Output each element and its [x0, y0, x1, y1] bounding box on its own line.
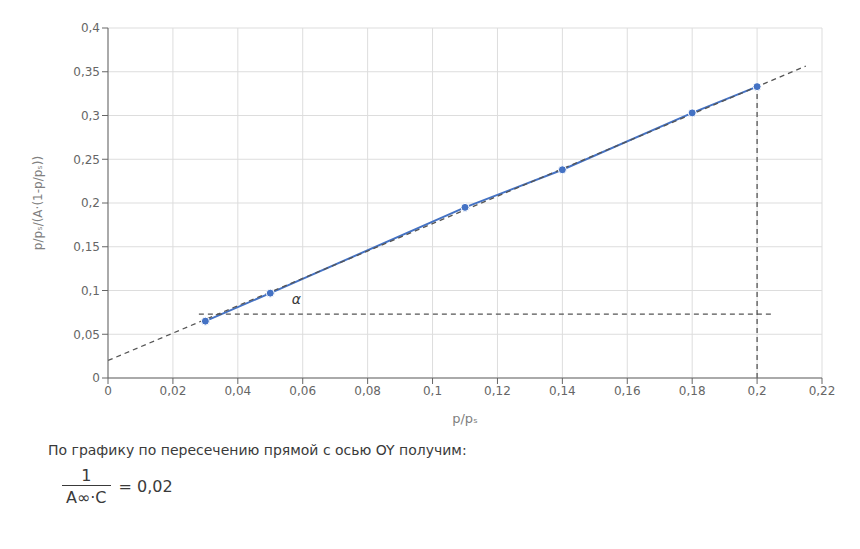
svg-text:0,08: 0,08: [354, 384, 381, 398]
svg-text:0: 0: [104, 384, 112, 398]
svg-text:p/pₛ/(A·(1-p/pₛ)): p/pₛ/(A·(1-p/pₛ)): [31, 156, 45, 250]
svg-text:0: 0: [92, 371, 100, 385]
svg-text:0,4: 0,4: [81, 21, 100, 35]
svg-text:0,16: 0,16: [614, 384, 641, 398]
svg-text:0,3: 0,3: [81, 109, 100, 123]
svg-text:0,35: 0,35: [73, 65, 100, 79]
svg-text:0,25: 0,25: [73, 153, 100, 167]
svg-text:0,14: 0,14: [549, 384, 576, 398]
svg-text:0,18: 0,18: [679, 384, 706, 398]
svg-text:0,04: 0,04: [224, 384, 251, 398]
svg-text:0,22: 0,22: [809, 384, 836, 398]
svg-text:0,2: 0,2: [81, 196, 100, 210]
svg-text:0,05: 0,05: [73, 328, 100, 342]
svg-text:0,2: 0,2: [748, 384, 767, 398]
html-text:A∞·C: A∞·C: [66, 488, 107, 507]
svg-text:0,06: 0,06: [289, 384, 316, 398]
svg-text:0,1: 0,1: [81, 284, 100, 298]
svg-text:0,12: 0,12: [484, 384, 511, 398]
html-text:По графику по пересечению прям: По графику по пересечению прямой с осью …: [48, 442, 467, 458]
svg-text:p/pₛ: p/pₛ: [452, 411, 478, 426]
svg-text:0,15: 0,15: [73, 240, 100, 254]
svg-text:α: α: [292, 291, 302, 307]
svg-text:0,1: 0,1: [423, 384, 442, 398]
html-text:= 0,02: = 0,02: [118, 477, 173, 496]
html-text:1: 1: [81, 466, 92, 485]
svg-text:0,02: 0,02: [160, 384, 187, 398]
